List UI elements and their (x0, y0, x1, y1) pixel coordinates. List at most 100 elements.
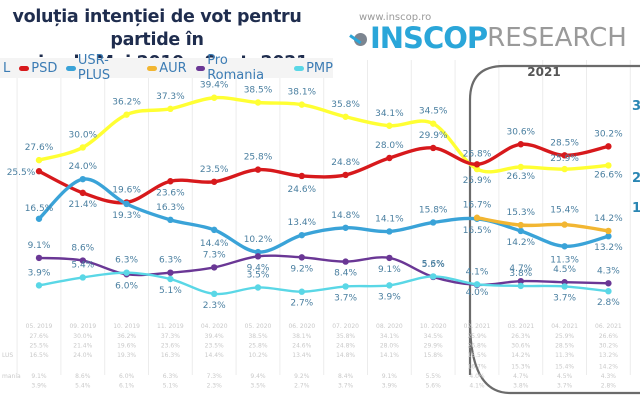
legend-item-usr-plus: USR-PLUS (66, 53, 138, 83)
table-header-cell: 10. 2020 (420, 323, 447, 330)
data-point-pmp (298, 288, 305, 295)
series-line-pnl (37, 95, 611, 174)
data-label-usr-plus: 13.2% (594, 243, 623, 253)
data-label-psd: 25.8% (244, 153, 273, 163)
table-cell: 16.5% (467, 352, 486, 359)
table-cell: 3.8% (513, 383, 529, 390)
data-point-psd (605, 143, 612, 150)
table-header-cell: 06. 2020 (288, 323, 315, 330)
data-point-aur (473, 214, 481, 221)
table-cell: 4.5% (557, 373, 573, 380)
data-label-pro-romania: 9.1% (378, 265, 401, 275)
data-point-pnl (561, 165, 568, 173)
data-point-usr-plus (35, 215, 43, 222)
data-label-pmp: 3.9% (28, 268, 51, 278)
data-label-psd: 28.5% (550, 138, 579, 148)
data-point-pro-romania (79, 257, 87, 264)
table-cell: 9.4% (250, 373, 266, 380)
table-cell: 3.7% (338, 383, 354, 390)
table-cell: 4.0% (469, 373, 485, 380)
highlight-year-label: 2021 (527, 65, 560, 79)
data-label-pro-romania: 9.4% (247, 263, 270, 273)
table-cell: 28.5% (555, 343, 574, 350)
data-label-pnl: 30.0% (69, 130, 98, 140)
data-point-pmp (35, 282, 43, 289)
legend-label: PMP (306, 60, 333, 76)
legend-item-pmp: PMP (294, 61, 333, 76)
data-point-usr-plus (342, 224, 349, 231)
data-label-pro-romania: 9.1% (28, 241, 51, 251)
table-header-cell: 02. 2021 (464, 323, 491, 330)
data-point-psd (79, 189, 87, 197)
data-point-pnl (342, 113, 349, 120)
data-label-usr-plus: 15.8% (419, 205, 448, 215)
data-point-pro-romania (386, 254, 393, 262)
data-point-pro-romania (167, 269, 174, 276)
table-cell: 30.6% (511, 343, 530, 350)
table-cell: 6.0% (119, 373, 135, 380)
table-cell: 3.7% (557, 383, 573, 390)
table-cell: 13.2% (599, 352, 618, 359)
data-label-pro-romania: 4.0% (466, 288, 489, 298)
data-point-usr-plus (123, 200, 130, 208)
table-cell: 15.4% (555, 364, 574, 371)
data-point-pro-romania (254, 253, 262, 260)
data-point-usr-plus (298, 231, 305, 239)
table-cell: 10.2% (248, 352, 267, 359)
highlight-2021-box: 2021 (468, 64, 640, 395)
table-cell: 25.5% (29, 343, 48, 350)
data-label-usr-plus: 14.1% (375, 214, 404, 224)
table-cell: 6.3% (163, 373, 179, 380)
data-point-aur (517, 221, 524, 229)
data-label-pnl: 38.5% (244, 86, 273, 96)
data-label-pmp: 4.1% (466, 267, 489, 277)
data-point-psd (167, 178, 174, 185)
table-cell: 4.7% (513, 373, 529, 380)
table-cell: 14.8% (336, 352, 355, 359)
data-point-aur (561, 221, 568, 228)
data-label-pro-romania: 4.5% (553, 265, 576, 275)
data-label-pnl: 35.8% (331, 100, 360, 110)
data-point-psd (254, 166, 262, 173)
data-label-pnl: 38.1% (288, 88, 317, 98)
series-lines (35, 94, 612, 298)
data-label-pnl: 26.6% (594, 170, 623, 180)
table-cell: 9.1% (382, 373, 398, 380)
table-cell: 38.1% (292, 333, 311, 340)
data-point-usr-plus (430, 219, 437, 226)
data-point-psd (561, 152, 568, 159)
data-label-pro-romania: 5.5% (422, 260, 445, 270)
data-label-psd: 30.2% (594, 129, 623, 139)
data-point-pnl (430, 120, 437, 127)
table-cell: 27.6% (29, 333, 48, 340)
data-label-usr-plus: 14.8% (331, 211, 360, 221)
data-label-pro-romania: 4.3% (597, 266, 620, 276)
data-point-pmp (123, 269, 130, 276)
data-label-pnl: 25.9% (463, 176, 492, 186)
table-cell: 5.5% (426, 373, 442, 380)
chart-title-line1: voluția intenției de vot pentru partide … (12, 7, 302, 50)
table-cell: 2.3% (207, 383, 223, 390)
table-header-cell: 07. 2020 (332, 323, 359, 330)
table-cell: 4.1% (469, 383, 485, 390)
data-point-pnl (254, 99, 262, 106)
table-cell: 37.3% (161, 333, 180, 340)
logo-suffix: RESEARCH (487, 23, 627, 53)
table-cell: 36.2% (117, 333, 136, 340)
legend-label: USR-PLUS (77, 53, 111, 83)
table-cell: 26.8% (467, 343, 486, 350)
table-header-cell: 10. 2019 (113, 323, 140, 330)
table-cell: 19.3% (117, 352, 136, 359)
data-label-usr-plus: 13.4% (288, 218, 317, 228)
data-labels: 27.6%30.0%36.2%37.3%39.4% 38.5% 38.1%35.8%… (7, 81, 640, 311)
series-line-pmp (37, 271, 610, 296)
data-point-pmp (167, 275, 174, 283)
series-line-pro-romania (37, 254, 610, 287)
data-label-pro-romania: 9.2% (290, 264, 313, 274)
data-point-psd (386, 154, 393, 162)
table-cell: 23.6% (161, 343, 180, 350)
table-cell: 29.9% (424, 343, 443, 350)
table-cell: 24.8% (336, 343, 355, 350)
data-point-usr-plus (79, 175, 87, 183)
